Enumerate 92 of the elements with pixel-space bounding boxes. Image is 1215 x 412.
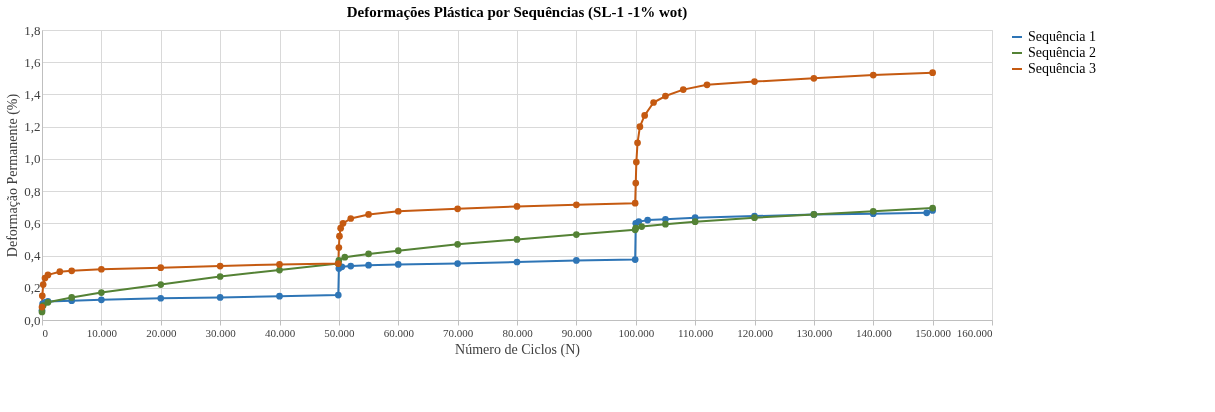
- point: [662, 220, 669, 228]
- point: [751, 78, 758, 85]
- y-tick-label: 1,8: [24, 22, 41, 38]
- y-axis-title: Deformação Permanente (%): [5, 93, 22, 258]
- x-tick-label: 50.000: [324, 326, 355, 339]
- point: [632, 179, 640, 187]
- point: [638, 223, 646, 230]
- point: [339, 219, 347, 227]
- point: [98, 289, 105, 296]
- point: [679, 86, 687, 93]
- point: [650, 99, 657, 106]
- y-tick-label: 0,8: [24, 183, 41, 199]
- y-tick-label: 0,6: [24, 215, 41, 231]
- point: [335, 244, 343, 251]
- point: [641, 112, 649, 119]
- y-tick-label: 0,0: [24, 312, 41, 328]
- point: [703, 81, 711, 89]
- y-tick-label: 1,0: [24, 151, 41, 167]
- y-tick-label: 0,4: [24, 248, 41, 264]
- x-tick-label: 110.000: [677, 326, 714, 339]
- point: [691, 218, 699, 226]
- point: [98, 265, 105, 273]
- point: [810, 74, 818, 82]
- point: [929, 69, 936, 77]
- x-tick-label: 160.000: [956, 326, 993, 339]
- x-tick-label: 130.000: [796, 326, 833, 339]
- point: [632, 158, 640, 166]
- x-tick-label: 40.000: [264, 326, 296, 339]
- legend-label: Sequência 2: [1028, 45, 1097, 60]
- x-tick-label: 80.000: [502, 326, 534, 339]
- point: [365, 250, 372, 258]
- point: [662, 92, 669, 100]
- x-tick-label: 20.000: [146, 326, 177, 339]
- point: [38, 292, 46, 300]
- point: [394, 247, 402, 255]
- point: [336, 232, 343, 240]
- point: [68, 267, 76, 275]
- x-tick-label: 100.000: [618, 326, 655, 339]
- point: [216, 273, 224, 280]
- x-tick-label: 30.000: [205, 326, 237, 339]
- point: [923, 209, 931, 217]
- point: [216, 262, 224, 270]
- point: [454, 205, 461, 213]
- point: [216, 294, 224, 301]
- point: [513, 236, 521, 243]
- point: [39, 281, 47, 288]
- point: [573, 257, 580, 264]
- y-tick-label: 0,2: [24, 280, 41, 296]
- point: [334, 291, 342, 299]
- point: [365, 211, 372, 218]
- x-tick-label: 120.000: [737, 326, 774, 339]
- point: [631, 199, 639, 207]
- x-axis-title: Número de Ciclos (N): [455, 341, 581, 358]
- point: [513, 258, 521, 266]
- legend-label: Sequência 3: [1028, 61, 1097, 76]
- point: [644, 216, 651, 224]
- x-tick-label: 0: [42, 326, 49, 339]
- x-tick-label: 90.000: [561, 326, 593, 339]
- point: [513, 203, 521, 210]
- point: [276, 292, 283, 300]
- y-tick-label: 1,6: [24, 54, 41, 70]
- point: [636, 123, 644, 131]
- y-tick-label: 1,4: [24, 86, 41, 102]
- point: [347, 215, 355, 222]
- point: [347, 262, 355, 270]
- point: [337, 224, 345, 232]
- x-tick-label: 140.000: [855, 326, 893, 339]
- point: [631, 256, 639, 263]
- x-tick-label: 150.000: [915, 326, 952, 339]
- point: [454, 240, 461, 248]
- legend-label: Sequência 1: [1028, 29, 1097, 44]
- chart-title: Deformações Plástica por Sequências (SL-1 -1% wot): [346, 4, 688, 21]
- point: [573, 201, 580, 209]
- point: [573, 231, 580, 238]
- point: [394, 261, 402, 268]
- point: [454, 260, 461, 267]
- point: [56, 268, 64, 276]
- point: [157, 264, 165, 271]
- point: [157, 294, 165, 302]
- point: [157, 281, 165, 288]
- x-tick-label: 60.000: [383, 326, 415, 339]
- point: [276, 261, 283, 268]
- point: [394, 207, 402, 215]
- point: [869, 71, 877, 79]
- x-tick-label: 10.000: [86, 326, 118, 339]
- point: [276, 266, 283, 274]
- x-tick-label: 70.000: [443, 326, 474, 339]
- point: [365, 261, 372, 269]
- point: [341, 253, 349, 261]
- point: [634, 139, 641, 147]
- point: [98, 296, 105, 304]
- y-tick-label: 1,2: [24, 119, 41, 135]
